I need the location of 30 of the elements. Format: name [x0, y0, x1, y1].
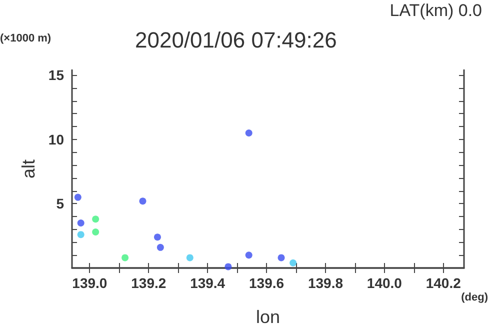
y-tick-label: 15 — [48, 67, 64, 84]
point — [245, 252, 252, 259]
point — [92, 228, 100, 236]
point — [122, 254, 129, 262]
x-tick-label: 139.8 — [308, 275, 344, 291]
point — [77, 231, 84, 238]
point — [224, 263, 232, 270]
point — [245, 130, 252, 136]
text: (×1000 m) — [0, 32, 52, 44]
x-tick-label: 140.0 — [366, 275, 402, 291]
point — [156, 244, 164, 251]
point — [74, 194, 82, 201]
y-axis-title: alt — [18, 159, 39, 179]
y-tick-label: 5 — [56, 196, 64, 212]
text: LAT(km) 0.0 — [390, 1, 482, 20]
point — [92, 216, 100, 223]
point — [139, 198, 146, 205]
point — [77, 220, 84, 226]
y-tick-label: 10 — [48, 131, 64, 148]
x-tick-label: 139.6 — [249, 275, 284, 291]
point — [278, 254, 285, 262]
x-tick-label: 139.2 — [131, 275, 166, 291]
x-tick-label: 139.0 — [72, 275, 108, 291]
text: (deg) — [461, 292, 488, 304]
x-tick-label: 140.2 — [426, 275, 462, 291]
point — [154, 234, 161, 241]
x-tick-label: 139.4 — [190, 275, 226, 291]
chart-title: 2020/01/06 07:49:26 — [135, 28, 337, 52]
point — [186, 254, 194, 262]
x-axis-title: lon — [256, 307, 280, 327]
